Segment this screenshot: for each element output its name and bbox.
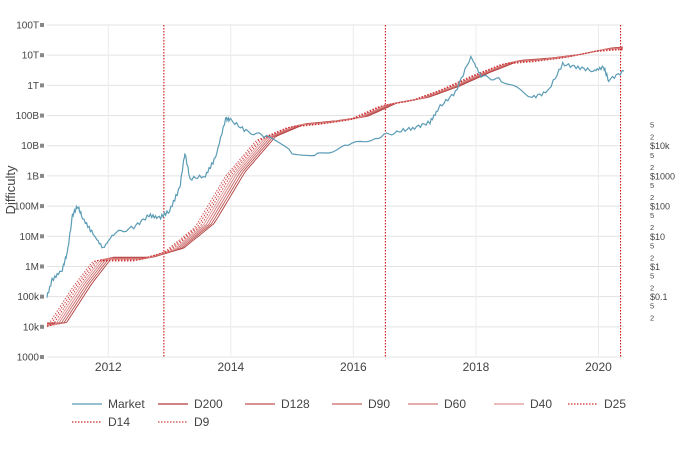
- y2-tick-label: $10: [650, 232, 665, 242]
- y2-minor-tick-label: 5: [650, 181, 654, 190]
- y-tick-mark: [40, 173, 44, 178]
- y2-minor-tick-label: 5: [650, 121, 654, 130]
- series-line-d40: [47, 47, 624, 326]
- x-tick-label: 2020: [585, 360, 612, 374]
- legend-label: D9: [194, 415, 210, 429]
- y-tick-label: 1T: [27, 81, 39, 92]
- y2-minor-tick-label: 2: [650, 253, 654, 262]
- legend-item-d25[interactable]: D25: [568, 397, 626, 411]
- y-tick-label: 100B: [16, 111, 40, 122]
- y2-tick-label: $1000: [650, 171, 675, 181]
- y2-minor-tick-label: 5: [650, 241, 654, 250]
- series-line-d9: [46, 49, 623, 328]
- y2-minor-tick-label: 5: [650, 151, 654, 160]
- y-tick-mark: [40, 234, 44, 239]
- y-tick-mark: [40, 143, 44, 148]
- y2-minor-tick-label: 5: [650, 272, 654, 281]
- halving-lines: [163, 25, 622, 357]
- y-tick-label: 10B: [21, 141, 39, 152]
- y2-minor-tick-label: 2: [650, 163, 654, 172]
- y-tick-label: 100k: [17, 292, 40, 303]
- y-axis-left: 1000 10k 100k 1M 10M 100M 1B 10B 100B 1T 10T 100T: [14, 21, 44, 364]
- y-tick-label: 10T: [22, 51, 39, 62]
- series-line-market: [46, 54, 625, 298]
- legend-item-d90[interactable]: D90: [332, 397, 390, 411]
- legend-label: D200: [194, 397, 223, 411]
- legend-item-d14[interactable]: D14: [72, 415, 130, 429]
- y-tick-label: 1000: [17, 353, 40, 364]
- y-tick-label: 1B: [27, 171, 40, 182]
- legend-label: D14: [108, 415, 130, 429]
- legend-item-d60[interactable]: D60: [408, 397, 466, 411]
- y-tick-label: 10M: [20, 232, 39, 243]
- legend[interactable]: Market D200 D128 D90 D60 D40 D25 D14 D9: [72, 397, 626, 429]
- legend-item-d40[interactable]: D40: [494, 397, 552, 411]
- y-tick-mark: [40, 264, 44, 269]
- y-tick-mark: [40, 355, 44, 359]
- y2-minor-tick-label: 2: [650, 133, 654, 142]
- series-line-d14: [47, 48, 624, 327]
- y2-minor-tick-label: 2: [650, 284, 654, 293]
- y2-minor-tick-label: 2: [650, 193, 654, 202]
- y2-minor-tick-label: 5: [650, 302, 654, 311]
- y2-tick-label: $1: [650, 262, 660, 272]
- series-line-d60: [47, 47, 624, 325]
- legend-item-d9[interactable]: D9: [158, 415, 210, 429]
- legend-label: D128: [281, 397, 310, 411]
- legend-label: D25: [604, 397, 626, 411]
- legend-item-d200[interactable]: D200: [158, 397, 223, 411]
- series-line-d128: [47, 46, 624, 324]
- y-tick-label: 10k: [23, 322, 40, 333]
- y2-tick-label: $10k: [650, 141, 670, 151]
- y2-minor-tick-label: 2: [650, 314, 654, 323]
- y-tick-mark: [40, 53, 44, 58]
- y-tick-label: 100M: [14, 202, 39, 213]
- y2-tick-label: $0.1: [650, 292, 668, 302]
- legend-label: Market: [108, 397, 145, 411]
- series-lines: [46, 46, 625, 328]
- y-axis-title: Difficulty: [3, 165, 18, 214]
- x-tick-label: 2014: [217, 360, 244, 374]
- y-tick-mark: [40, 204, 44, 209]
- y-tick-label: 1M: [25, 262, 39, 273]
- x-tick-label: 2018: [463, 360, 490, 374]
- y-tick-mark: [40, 23, 44, 27]
- y2-tick-label: $100: [650, 202, 670, 212]
- series-line-d90: [47, 47, 624, 325]
- y2-minor-tick-label: 5: [650, 211, 654, 220]
- legend-label: D90: [368, 397, 390, 411]
- legend-label: D60: [444, 397, 466, 411]
- x-axis: 2012 2014 2016 2018 2020: [95, 360, 612, 374]
- y-tick-mark: [40, 294, 44, 299]
- y-tick-mark: [40, 324, 44, 329]
- legend-item-market[interactable]: Market: [72, 397, 145, 411]
- x-tick-label: 2016: [340, 360, 367, 374]
- series-line-d25: [47, 48, 624, 327]
- y-tick-label: 100T: [16, 21, 39, 32]
- y2-minor-tick-label: 2: [650, 223, 654, 232]
- y-tick-mark: [40, 83, 44, 88]
- gridlines: [47, 24, 624, 358]
- series-line-d200: [47, 46, 624, 324]
- legend-item-d128[interactable]: D128: [245, 397, 310, 411]
- y-tick-mark: [40, 113, 44, 118]
- x-tick-label: 2012: [95, 360, 122, 374]
- legend-label: D40: [530, 397, 552, 411]
